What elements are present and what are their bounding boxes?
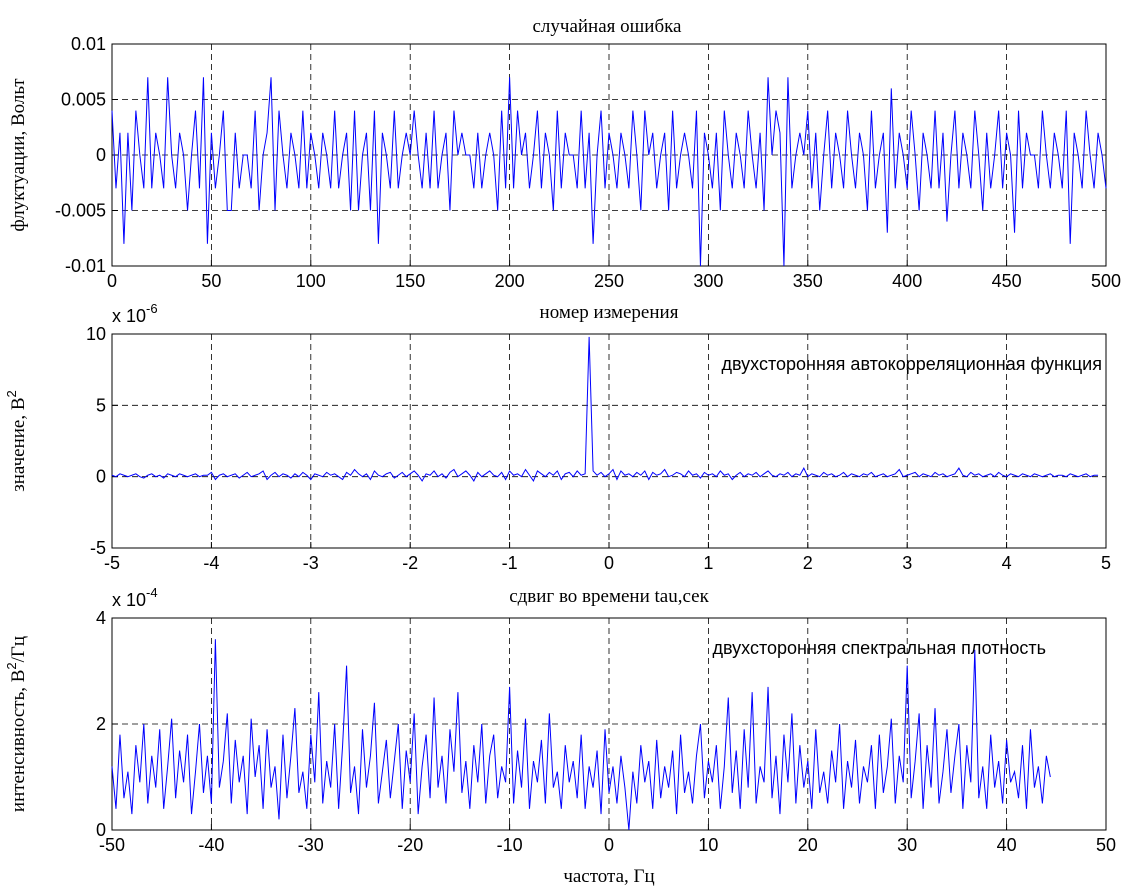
- x-tick-label: 5: [1101, 553, 1111, 573]
- plot-annotation: двухсторонняя спектральная плотность: [713, 638, 1046, 658]
- x-tick-label: -2: [402, 553, 418, 573]
- x-tick-label: -50: [99, 835, 125, 855]
- x-tick-label: 0: [107, 271, 117, 291]
- x-tick-label: 500: [1091, 271, 1121, 291]
- x-tick-label: 0: [604, 835, 614, 855]
- x-tick-label: 40: [997, 835, 1017, 855]
- y-tick-label: -5: [90, 538, 106, 558]
- x-tick-label: 50: [201, 271, 221, 291]
- y-tick-labels: -0.01 -0.005 0 0.005 0.01: [55, 34, 106, 276]
- y-tick-label: 0.005: [61, 90, 106, 110]
- x-tick-label: 350: [793, 271, 823, 291]
- x-tick-labels: 0 50 100 150 200 250 300 350 400 450 500: [107, 271, 1121, 291]
- series-line: [111, 77, 1107, 267]
- x-tick-label: 100: [296, 271, 326, 291]
- x-tick-label: -3: [303, 553, 319, 573]
- x-tick-label: 300: [693, 271, 723, 291]
- y-tick-label: 5: [96, 395, 106, 415]
- y-tick-labels: 0 2 4: [96, 608, 106, 840]
- x-axis-label: частота, Гц: [563, 866, 654, 887]
- y-tick-label: 2: [96, 714, 106, 734]
- x-tick-label: -4: [203, 553, 219, 573]
- x-tick-label: -1: [502, 553, 518, 573]
- plot-spectral-density: -50 -40 -30 -20 -10 0 10 20 30 40 50 0 2 4 x 10-4 дв…: [4, 585, 1116, 887]
- x-tick-labels: -50 -40 -30 -20 -10 0 10 20 30 40 50: [99, 835, 1116, 855]
- x-tick-label: -5: [104, 553, 120, 573]
- plot-title: случайная ошибка: [532, 16, 682, 37]
- grid-lines: [111, 333, 1107, 549]
- x-tick-label: 150: [395, 271, 425, 291]
- x-tick-label: 3: [902, 553, 912, 573]
- x-tick-label: 1: [703, 553, 713, 573]
- x-tick-label: 10: [698, 835, 718, 855]
- x-tick-label: -40: [198, 835, 224, 855]
- y-tick-labels: -5 0 5 10: [86, 324, 106, 558]
- y-tick-label: 0.01: [71, 34, 106, 54]
- series-line: [111, 639, 1051, 831]
- series-line: [111, 336, 1099, 482]
- x-tick-label: 4: [1002, 553, 1012, 573]
- x-tick-label: 30: [897, 835, 917, 855]
- y-axis-label: флуктуации, Вольт: [8, 78, 29, 232]
- x-tick-label: 0: [604, 553, 614, 573]
- x-tick-label: 450: [992, 271, 1022, 291]
- y-tick-label: 0: [96, 145, 106, 165]
- x-axis-label: сдвиг во времени tau,сек: [509, 586, 709, 607]
- x-tick-label: 200: [495, 271, 525, 291]
- plot-annotation: двухсторонняя автокорреляционная функция: [722, 354, 1102, 374]
- y-axis-label: интенсивность, В2/Гц: [4, 636, 29, 812]
- y-tick-label: -0.005: [55, 201, 106, 221]
- y-tick-label: 4: [96, 608, 106, 628]
- x-tick-labels: -5 -4 -3 -2 -1 0 1 2 3 4 5: [104, 553, 1111, 573]
- x-tick-label: 400: [892, 271, 922, 291]
- plot-random-error: случайная ошибка 0 50 100 150 200 250 300 350 40…: [8, 16, 1121, 323]
- y-tick-label: 10: [86, 324, 106, 344]
- plot-autocorrelation: -5 -4 -3 -2 -1 0 1 2 3 4 5 -5 0 5 10 x 10-6 двухсторо…: [4, 301, 1111, 607]
- x-tick-label: 250: [594, 271, 624, 291]
- x-tick-label: -10: [497, 835, 523, 855]
- x-tick-label: 2: [803, 553, 813, 573]
- x-tick-label: -30: [298, 835, 324, 855]
- exponent-label: x 10-4: [112, 585, 158, 610]
- x-tick-label: -20: [397, 835, 423, 855]
- y-tick-label: 0: [96, 820, 106, 840]
- grid-lines: [111, 617, 1107, 831]
- x-tick-label: 50: [1096, 835, 1116, 855]
- exponent-label: x 10-6: [112, 301, 158, 326]
- y-tick-label: 0: [96, 467, 106, 487]
- y-axis-label: значение, В2: [4, 390, 29, 492]
- y-tick-label: -0.01: [65, 256, 106, 276]
- x-axis-label: номер измерения: [540, 302, 679, 323]
- x-tick-label: 20: [798, 835, 818, 855]
